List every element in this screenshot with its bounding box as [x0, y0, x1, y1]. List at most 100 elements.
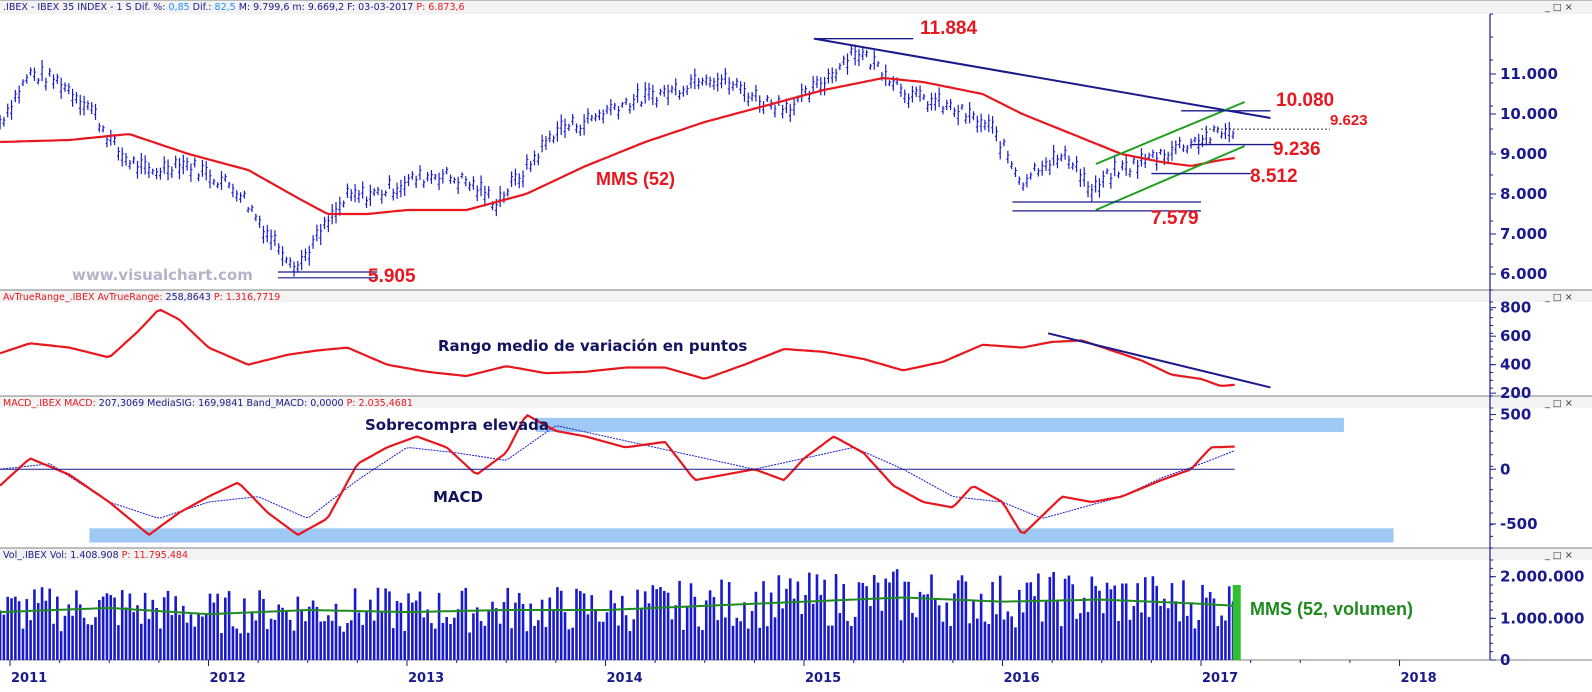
volume-bar [342, 631, 345, 660]
volume-bar [1048, 576, 1052, 660]
volume-bar [869, 606, 872, 660]
volume-bar [475, 607, 479, 660]
volume-bar [960, 575, 964, 660]
volume-bar [640, 608, 643, 660]
volume-bar [1201, 584, 1204, 660]
volume-bar [590, 595, 594, 660]
volume-bar [483, 625, 487, 660]
volume-bar [155, 607, 158, 660]
volume-bar [922, 594, 926, 660]
atr-window-buttons: _ □ × [1544, 292, 1573, 303]
volume-bar [1216, 626, 1220, 660]
volume-bar [300, 609, 303, 660]
volume-bar [460, 590, 464, 660]
x-tick-label: 2018 [1401, 671, 1437, 686]
volume-bar [0, 610, 2, 660]
volume-bar [1151, 576, 1155, 660]
volume-bar [1166, 608, 1170, 660]
volume-bar [888, 582, 891, 660]
volume-bar [391, 628, 395, 660]
volume-bar [464, 587, 468, 660]
volume-bar [14, 596, 17, 660]
volume-bar [540, 599, 544, 660]
volume-bar [586, 614, 590, 660]
volume-bar [1075, 618, 1078, 660]
volume-bar [441, 622, 445, 660]
volume-bar [808, 572, 811, 660]
volume-bar [273, 619, 277, 660]
volume-bar [1056, 601, 1059, 660]
watermark: www.visualchart.com [72, 266, 253, 284]
vol-y-tick-label: 2.000.000 [1500, 568, 1584, 586]
volume-bar [25, 599, 29, 660]
volume-bar [1155, 585, 1159, 660]
volume-bar [1067, 575, 1071, 660]
volume-bar [384, 588, 387, 660]
volume-bar [666, 592, 670, 660]
volume-bar [231, 626, 235, 660]
atr-y-tick-label: 600 [1500, 327, 1531, 345]
volume-bar [1189, 602, 1193, 660]
volume-bar [655, 589, 658, 660]
volume-bar [1044, 600, 1048, 660]
volume-bar [506, 587, 510, 660]
volume-bar [426, 609, 429, 660]
volume-bar [567, 629, 571, 660]
volume-bar [1002, 619, 1006, 660]
volume-bar [1117, 621, 1120, 660]
volume-bar [956, 580, 960, 660]
volume-bar [720, 579, 723, 660]
volume-bar [1208, 591, 1212, 660]
volume-bar [98, 600, 101, 660]
volume-bar [281, 607, 284, 660]
volume-bar [884, 578, 887, 660]
volume-bar [212, 602, 216, 660]
volume-bar [1071, 584, 1075, 660]
volume-bar [296, 596, 300, 660]
volume-bar [395, 601, 399, 660]
volume-bar [105, 593, 109, 660]
volume-bar [193, 626, 197, 660]
volume-bar [21, 628, 25, 660]
volume-bar [86, 624, 90, 660]
volume-bar [319, 621, 323, 660]
volume-bar [430, 623, 433, 660]
volume-bar [399, 602, 403, 660]
volume-bar [998, 575, 1002, 660]
volume-bar [216, 593, 219, 660]
volume-bar [552, 609, 555, 660]
price-y-tick-label: 6.000 [1500, 265, 1547, 283]
channel-upper-line [1095, 101, 1246, 165]
volume-ma-line [0, 596, 1235, 616]
volume-bar [361, 624, 365, 660]
volume-bar [827, 625, 830, 660]
volume-bar [792, 598, 796, 660]
volume-bar [769, 592, 773, 660]
volume-bar [1029, 582, 1033, 660]
volume-bar [498, 623, 502, 660]
volume-bar [773, 617, 777, 660]
price-ma-line [0, 76, 1235, 216]
volume-bar [823, 579, 826, 660]
volume-bar [575, 588, 578, 660]
volume-bar [918, 591, 922, 660]
volume-bar [246, 632, 250, 660]
volume-bar [71, 615, 74, 660]
volume-bar [582, 593, 586, 660]
volume-bar [861, 582, 865, 660]
atr-note: Rango medio de variación en puntos [438, 337, 748, 355]
volume-bar [1159, 605, 1162, 660]
atr-downtrend-line [1047, 332, 1271, 389]
volume-bar [136, 605, 139, 660]
volume-bar [838, 613, 842, 660]
volume-bar [250, 612, 254, 660]
volume-bar [685, 607, 689, 660]
volume-bar [29, 620, 32, 660]
volume-bar [235, 628, 239, 660]
volume-bar [788, 578, 792, 660]
volume-bar [120, 590, 124, 660]
volume-bar [850, 625, 853, 660]
volume-bar [369, 599, 372, 660]
volume-bar [907, 581, 910, 660]
